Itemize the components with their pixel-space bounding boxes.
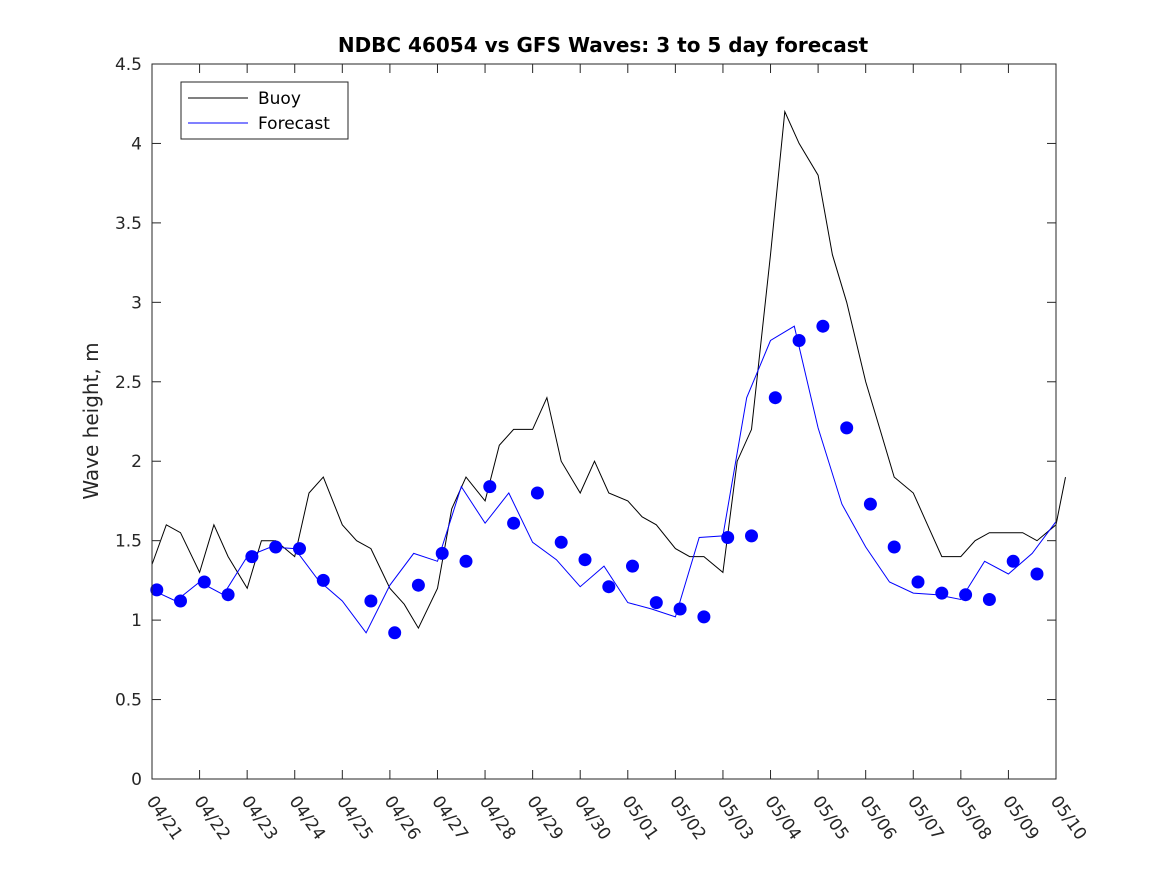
forecast-marker [673,602,687,616]
forecast-marker [174,594,187,608]
forecast-marker [768,391,782,405]
forecast-marker [483,480,497,494]
x-tick-label: 04/22 [189,792,233,844]
x-tick-label: 05/01 [618,792,662,844]
legend-box [180,81,349,140]
forecast-marker [649,596,663,610]
x-tick-label: 04/30 [570,792,614,844]
forecast-marker [816,319,830,333]
x-tick-label: 05/03 [713,792,757,844]
y-tick-label: 3.5 [115,214,142,234]
forecast-marker [150,583,164,597]
forecast-marker [221,588,235,602]
axes-layer: 0 0.5 1 1.5 2 2.5 3 3.5 4 4.5 04/21 04/22 04/23 04/24… [115,55,1090,844]
y-tick-label: 1.5 [115,532,142,552]
y-tick-label: 0.5 [115,691,142,711]
forecast-marker [245,550,259,564]
x-tick-label: 05/10 [1046,792,1090,844]
x-tick-label: 05/09 [998,792,1042,844]
forecast-marker [911,575,925,589]
forecast-marker [721,531,735,544]
forecast-marker [982,593,996,606]
x-tick-label: 04/27 [427,792,471,844]
forecast-marker [792,334,806,347]
forecast-marker [697,610,711,624]
forecast-markers [150,319,1044,640]
forecast-marker [388,626,402,640]
forecast-marker [935,586,949,600]
forecast-marker [411,578,425,592]
forecast-marker [1006,554,1020,568]
forecast-marker [364,594,378,608]
forecast-marker [626,559,639,573]
x-tick-label: 05/04 [760,792,804,844]
x-tick-label: 05/06 [856,792,900,844]
series-layer [151,109,1066,634]
y-tick-label: 3 [131,293,142,313]
x-tick-label: 04/25 [332,792,376,844]
y-tick-label: 4 [131,134,142,154]
forecast-marker [316,573,330,587]
x-tick-label: 05/05 [808,792,852,844]
forecast-marker [293,542,306,556]
y-tick-label: 2.5 [115,373,142,393]
series-line-forecast [151,325,1057,634]
forecast-marker [602,580,616,594]
x-tick-label: 04/24 [285,792,329,844]
forecast-marker [887,540,901,554]
x-tick-label: 05/08 [951,792,995,844]
forecast-marker [530,486,544,500]
forecast-marker [840,421,854,435]
x-tick-label: 05/02 [665,792,709,844]
forecast-marker [1030,567,1044,581]
forecast-marker [197,575,211,589]
forecast-marker [507,516,521,530]
x-tick-label: 04/29 [523,792,567,844]
y-tick-label: 4.5 [115,55,142,75]
forecast-marker [959,588,973,602]
x-tick-label: 05/07 [903,792,947,844]
y-axis-label: Wave height, m [79,342,103,499]
series-line-buoy [151,109,1066,630]
y-tick-label: 1 [131,611,142,631]
chart-title: NDBC 46054 vs GFS Waves: 3 to 5 day fore… [338,33,869,57]
legend: Buoy Forecast [180,81,349,140]
y-tick-label: 0 [131,770,142,790]
legend-forecast-label: Forecast [258,114,330,134]
forecast-marker [578,553,592,567]
plot-area-frame [151,63,1057,780]
forecast-marker [745,529,758,543]
forecast-marker [435,546,449,560]
x-tick-label: 04/28 [475,792,519,844]
forecast-marker [554,535,568,549]
forecast-marker [269,540,283,554]
x-tick-label: 04/23 [237,792,281,844]
x-tick-label: 04/26 [380,792,424,844]
x-tick-label: 04/21 [142,792,186,844]
forecast-marker [459,554,473,568]
y-tick-label: 2 [131,452,142,472]
forecast-marker [863,497,877,511]
legend-buoy-label: Buoy [258,89,301,109]
